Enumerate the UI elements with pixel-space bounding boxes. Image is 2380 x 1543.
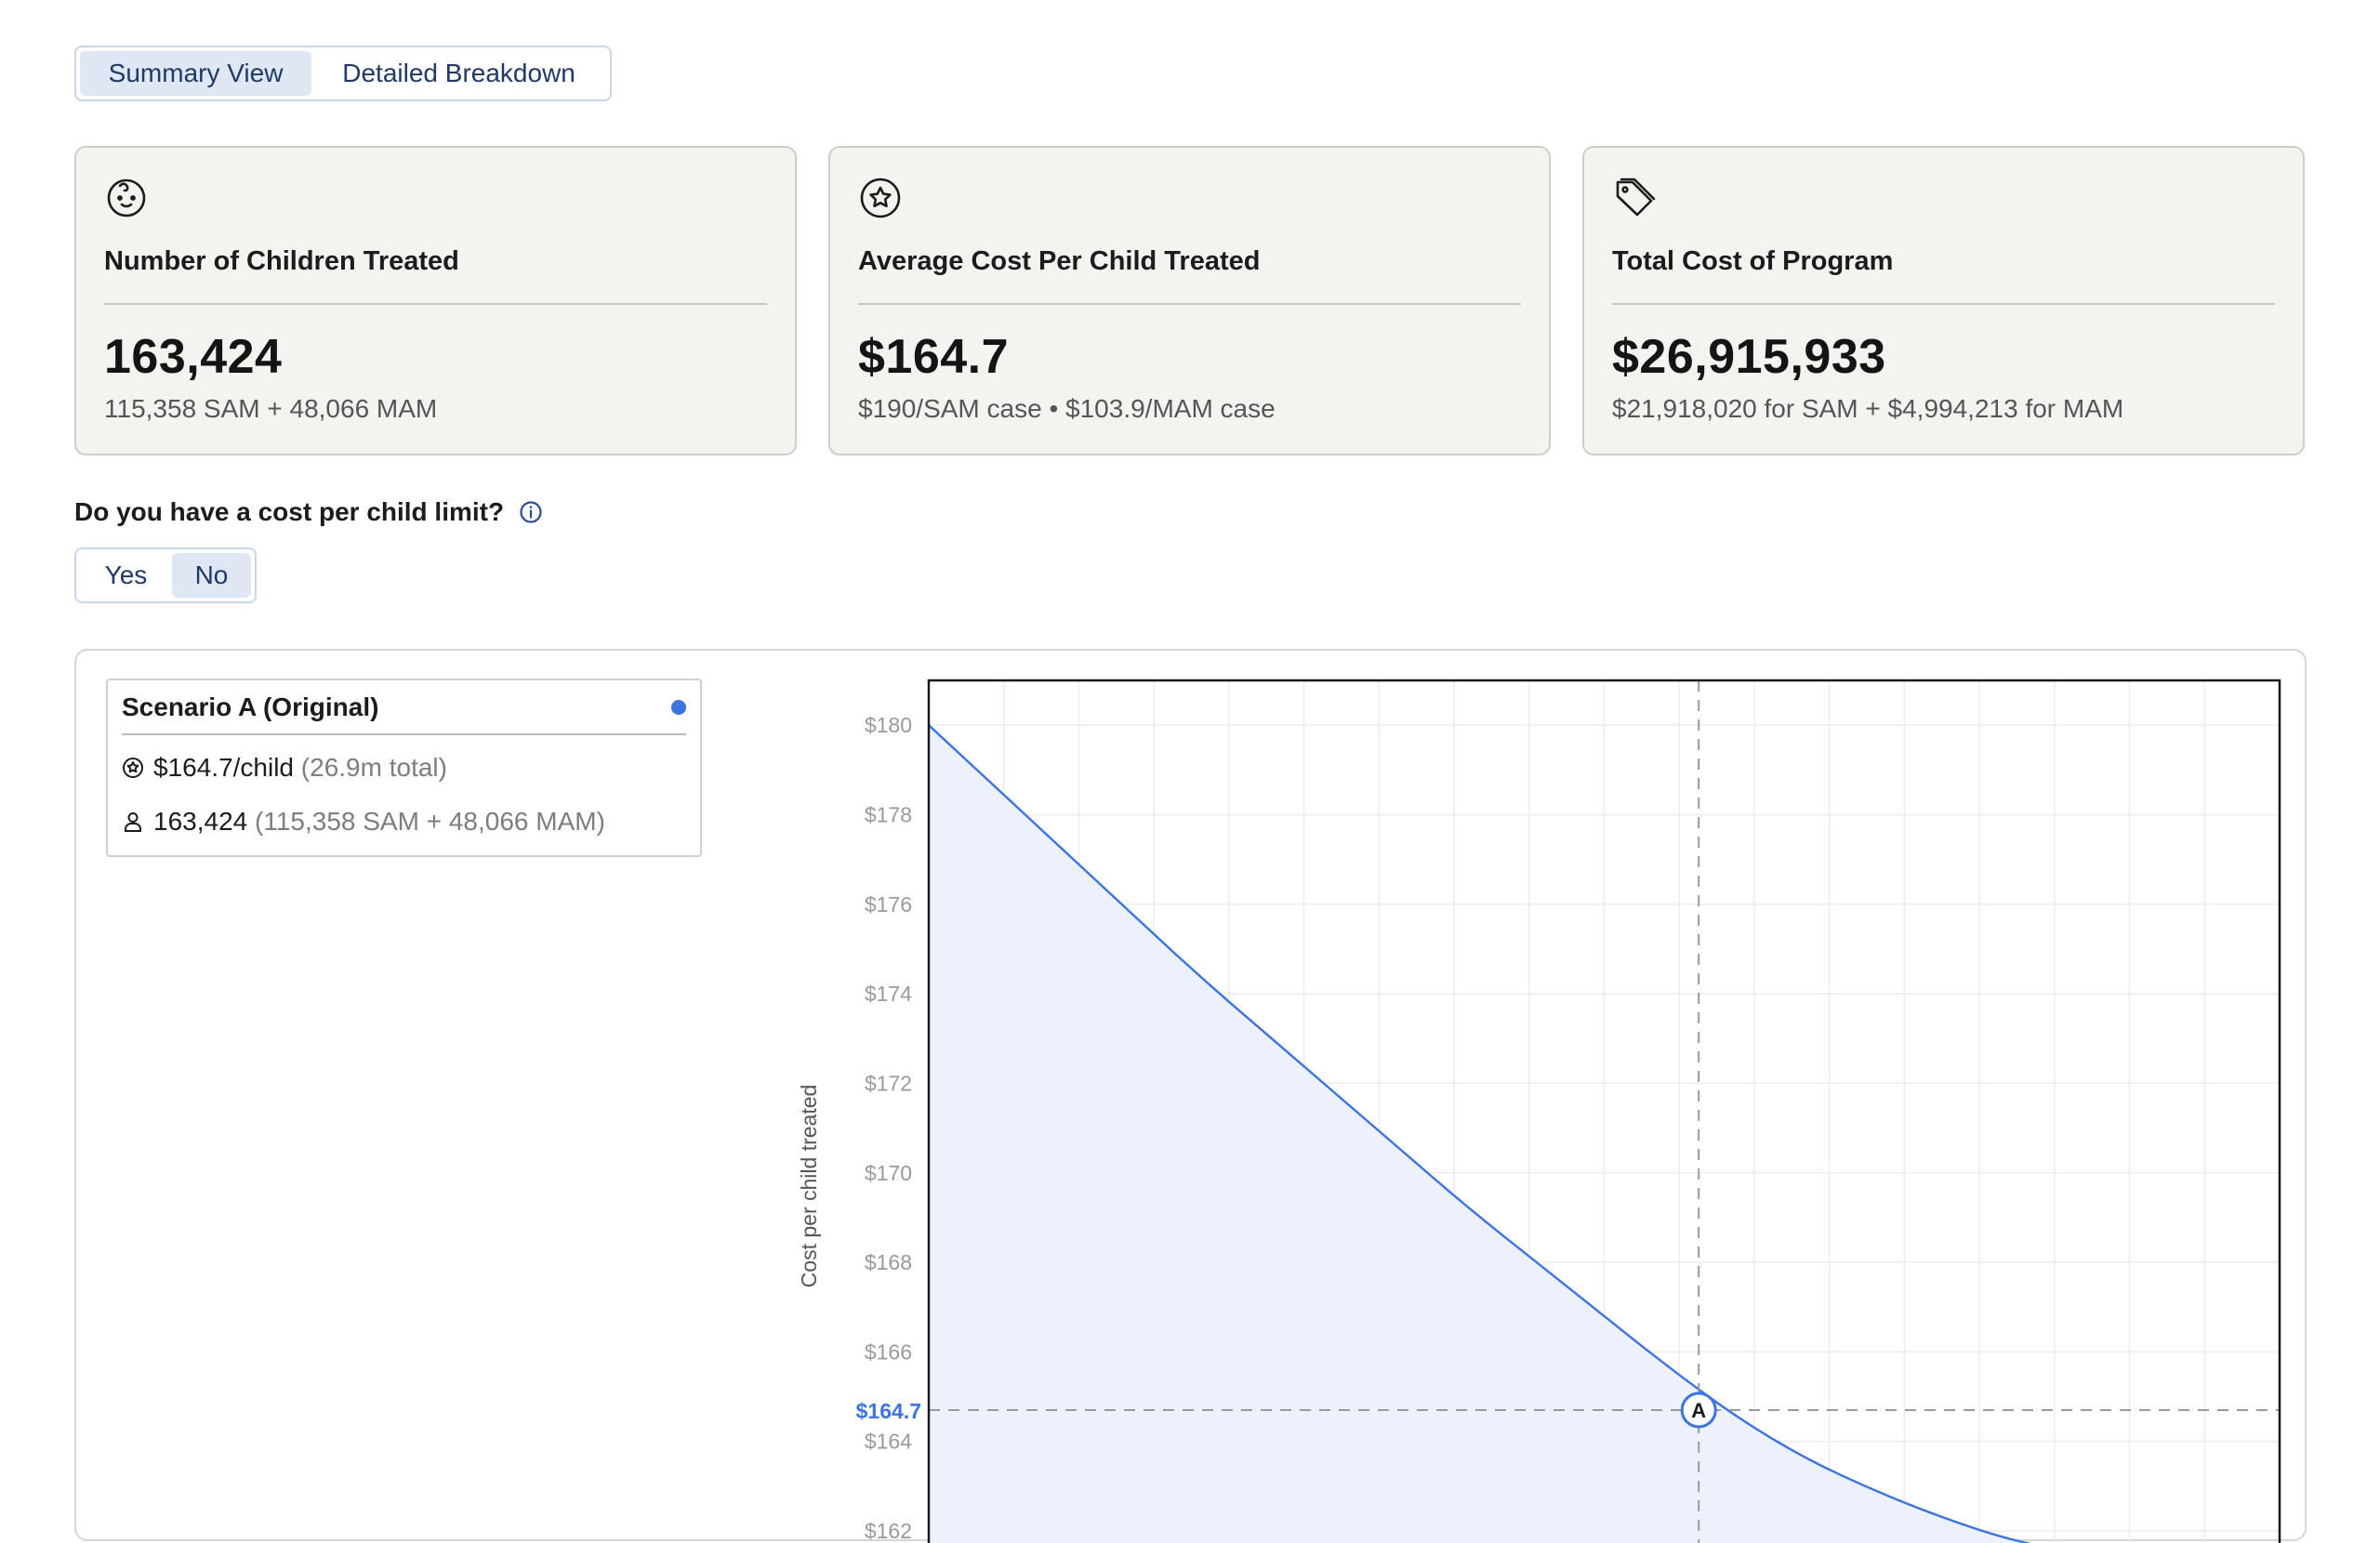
y-tick-label: $176 (865, 892, 912, 917)
marker-label: A (1691, 1399, 1706, 1422)
legend-cost-detail: (26.9m total) (300, 753, 447, 782)
legend-title: Scenario A (Original) (122, 692, 379, 721)
marker-circle (1680, 1391, 1717, 1429)
card-divider (104, 303, 767, 305)
card-value: $164.7 (858, 330, 1010, 384)
card-divider (1612, 303, 2275, 305)
card-title: Average Cost Per Child Treated (858, 246, 1261, 276)
y-tick-label: $172 (865, 1071, 912, 1095)
tab-detailed-breakdown[interactable]: Detailed Breakdown (342, 59, 575, 87)
legend-children-value: 163,424 (153, 807, 248, 836)
scenario-color-dot (671, 699, 686, 715)
star-badge-icon (123, 758, 143, 778)
average-cost-card: Average Cost Per Child Treated $164.7 $1… (828, 146, 1551, 455)
card-subtext: $190/SAM case • $103.9/MAM case (858, 394, 1276, 423)
cost-curve-chart: $180 $178 $176 $174 $172 $170 $168 $166 $164 $162… (797, 679, 2281, 1543)
legend-children-row: 163,424 (115,358 SAM + 48,066 MAM) (122, 795, 686, 849)
scenario-chart-panel: Scenario A (Original) $164.7/child (26.9… (74, 649, 2307, 1543)
baby-face-icon (107, 178, 146, 218)
plot-frame (927, 679, 2281, 1543)
legend-cost-value: $164.7/child (153, 753, 295, 782)
y-tick-label: $174 (865, 982, 912, 1006)
card-title: Number of Children Treated (104, 246, 459, 276)
scenario-legend: Scenario A (Original) $164.7/child (26.9… (106, 679, 702, 857)
tab-summary-view[interactable]: Summary View (80, 51, 312, 96)
person-icon (125, 812, 141, 832)
info-icon[interactable] (519, 500, 543, 524)
card-divider (858, 303, 1521, 305)
cost-limit-toggle: Yes No (74, 547, 257, 603)
legend-cost-row: $164.7/child (26.9m total) (122, 741, 686, 795)
legend-children-detail: (115,358 SAM + 48,066 MAM) (255, 807, 605, 836)
y-tick-label: $166 (865, 1339, 912, 1364)
limit-yes-option[interactable]: Yes (104, 560, 148, 589)
marker-y-value-label: $164.7 (856, 1399, 921, 1423)
card-value: 163,424 (104, 330, 283, 384)
marker-guides (929, 680, 2280, 1543)
total-cost-card: Total Cost of Program $26,915,933 $21,91… (1582, 146, 2305, 455)
y-axis-ticks: $180 $178 $176 $174 $172 $170 $168 $166 $164 $162… (856, 713, 921, 1543)
star-badge-icon (860, 178, 901, 218)
limit-no-option[interactable]: No (171, 553, 251, 598)
cost-limit-question: Do you have a cost per child limit? (74, 497, 543, 527)
card-title: Total Cost of Program (1612, 246, 1894, 276)
y-tick-label: $178 (865, 802, 912, 826)
children-treated-card: Number of Children Treated 163,424 115,3… (74, 146, 797, 455)
y-tick-label: $180 (865, 713, 912, 737)
y-axis-label: Cost per child treated (797, 1085, 821, 1288)
y-tick-label: $164 (865, 1430, 912, 1454)
y-tick-label: $170 (865, 1161, 912, 1185)
y-tick-label: $168 (865, 1250, 912, 1274)
series-area (929, 725, 2027, 1543)
y-tick-label: $162 (865, 1519, 912, 1543)
question-label: Do you have a cost per child limit? (74, 497, 505, 526)
card-value: $26,915,933 (1612, 330, 1886, 384)
legend-header: Scenario A (Original) (122, 680, 686, 735)
card-subtext: 115,358 SAM + 48,066 MAM (104, 394, 438, 423)
scenario-a-marker[interactable]: A (1680, 1391, 1717, 1429)
price-tag-icon (1616, 178, 1656, 217)
view-toggle: Summary View Detailed Breakdown (74, 46, 612, 101)
card-subtext: $21,918,020 for SAM + $4,994,213 for MAM (1612, 394, 2124, 423)
